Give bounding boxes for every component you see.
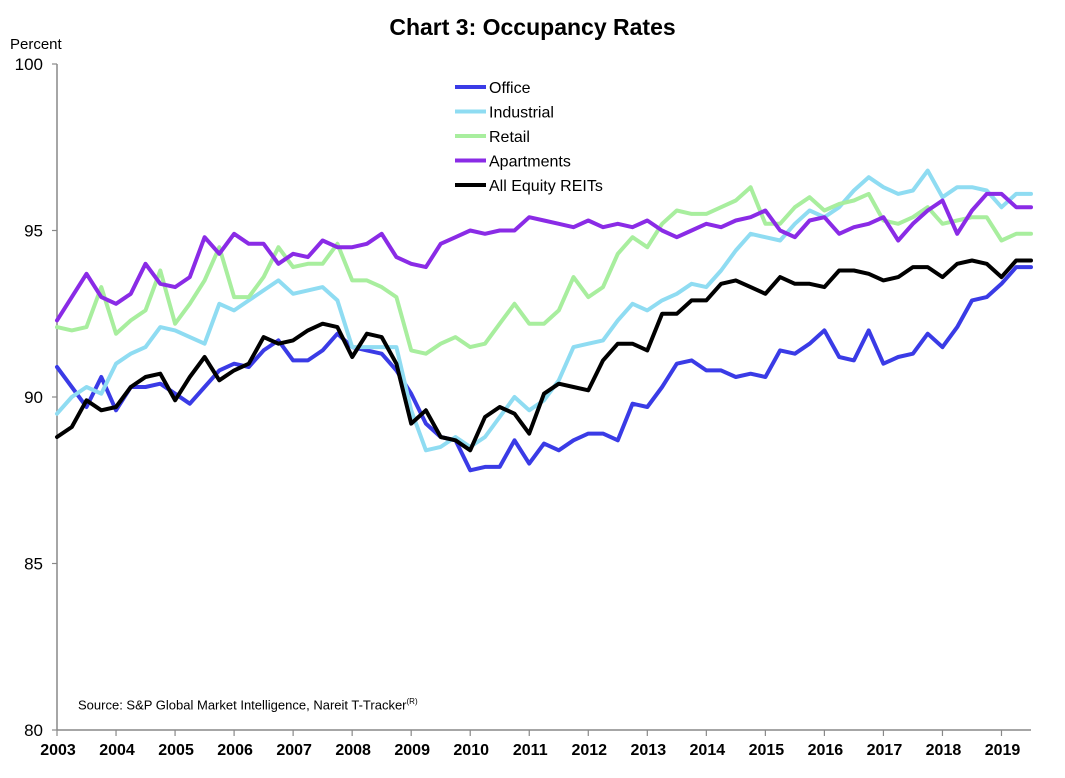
- chart-title: Chart 3: Occupancy Rates: [389, 14, 676, 40]
- x-tick-label: 2009: [394, 742, 430, 759]
- source-superscript: (R): [406, 697, 418, 706]
- series-line-retail: [55, 185, 1033, 356]
- x-tick-label: 2007: [276, 742, 312, 759]
- x-tick-label: 2012: [571, 742, 607, 759]
- x-tick-label: 2008: [335, 742, 371, 759]
- x-tick-label: 2006: [217, 742, 253, 759]
- x-tick-label: 2015: [749, 742, 785, 759]
- series-line-all-equity-reits: [55, 258, 1033, 453]
- y-tick-label: 90: [24, 388, 43, 407]
- source-text: Source: S&P Global Market Intelligence, …: [78, 697, 407, 713]
- y-tick-label: 100: [15, 55, 43, 74]
- x-tick-label: 2010: [453, 742, 489, 759]
- x-tick-label: 2003: [40, 742, 76, 759]
- legend-label: Apartments: [489, 154, 571, 171]
- legend-label: Industrial: [489, 105, 554, 122]
- x-tick-label: 2013: [631, 742, 667, 759]
- y-tick-label: 80: [24, 721, 43, 740]
- x-tick-label: 2011: [513, 742, 548, 759]
- x-tick-label: 2017: [867, 742, 903, 759]
- legend-label: Office: [489, 80, 531, 97]
- y-tick-label: 95: [24, 222, 43, 241]
- series-line-industrial: [55, 168, 1033, 453]
- x-tick-label: 2019: [985, 742, 1021, 759]
- x-tick-label: 2018: [926, 742, 962, 759]
- series-line-apartments: [55, 191, 1033, 323]
- x-tick-label: 2005: [158, 742, 194, 759]
- legend-label: All Equity REITs: [489, 178, 603, 195]
- source-note: Source: S&P Global Market Intelligence, …: [78, 697, 418, 712]
- legend-label: Retail: [489, 129, 530, 146]
- x-tick-label: 2004: [99, 742, 135, 759]
- x-tick-label: 2014: [690, 742, 726, 759]
- series-line-office: [55, 265, 1033, 473]
- y-tick-label: 85: [24, 555, 43, 574]
- x-tick-label: 2016: [808, 742, 844, 759]
- y-axis-label: Percent: [10, 36, 62, 53]
